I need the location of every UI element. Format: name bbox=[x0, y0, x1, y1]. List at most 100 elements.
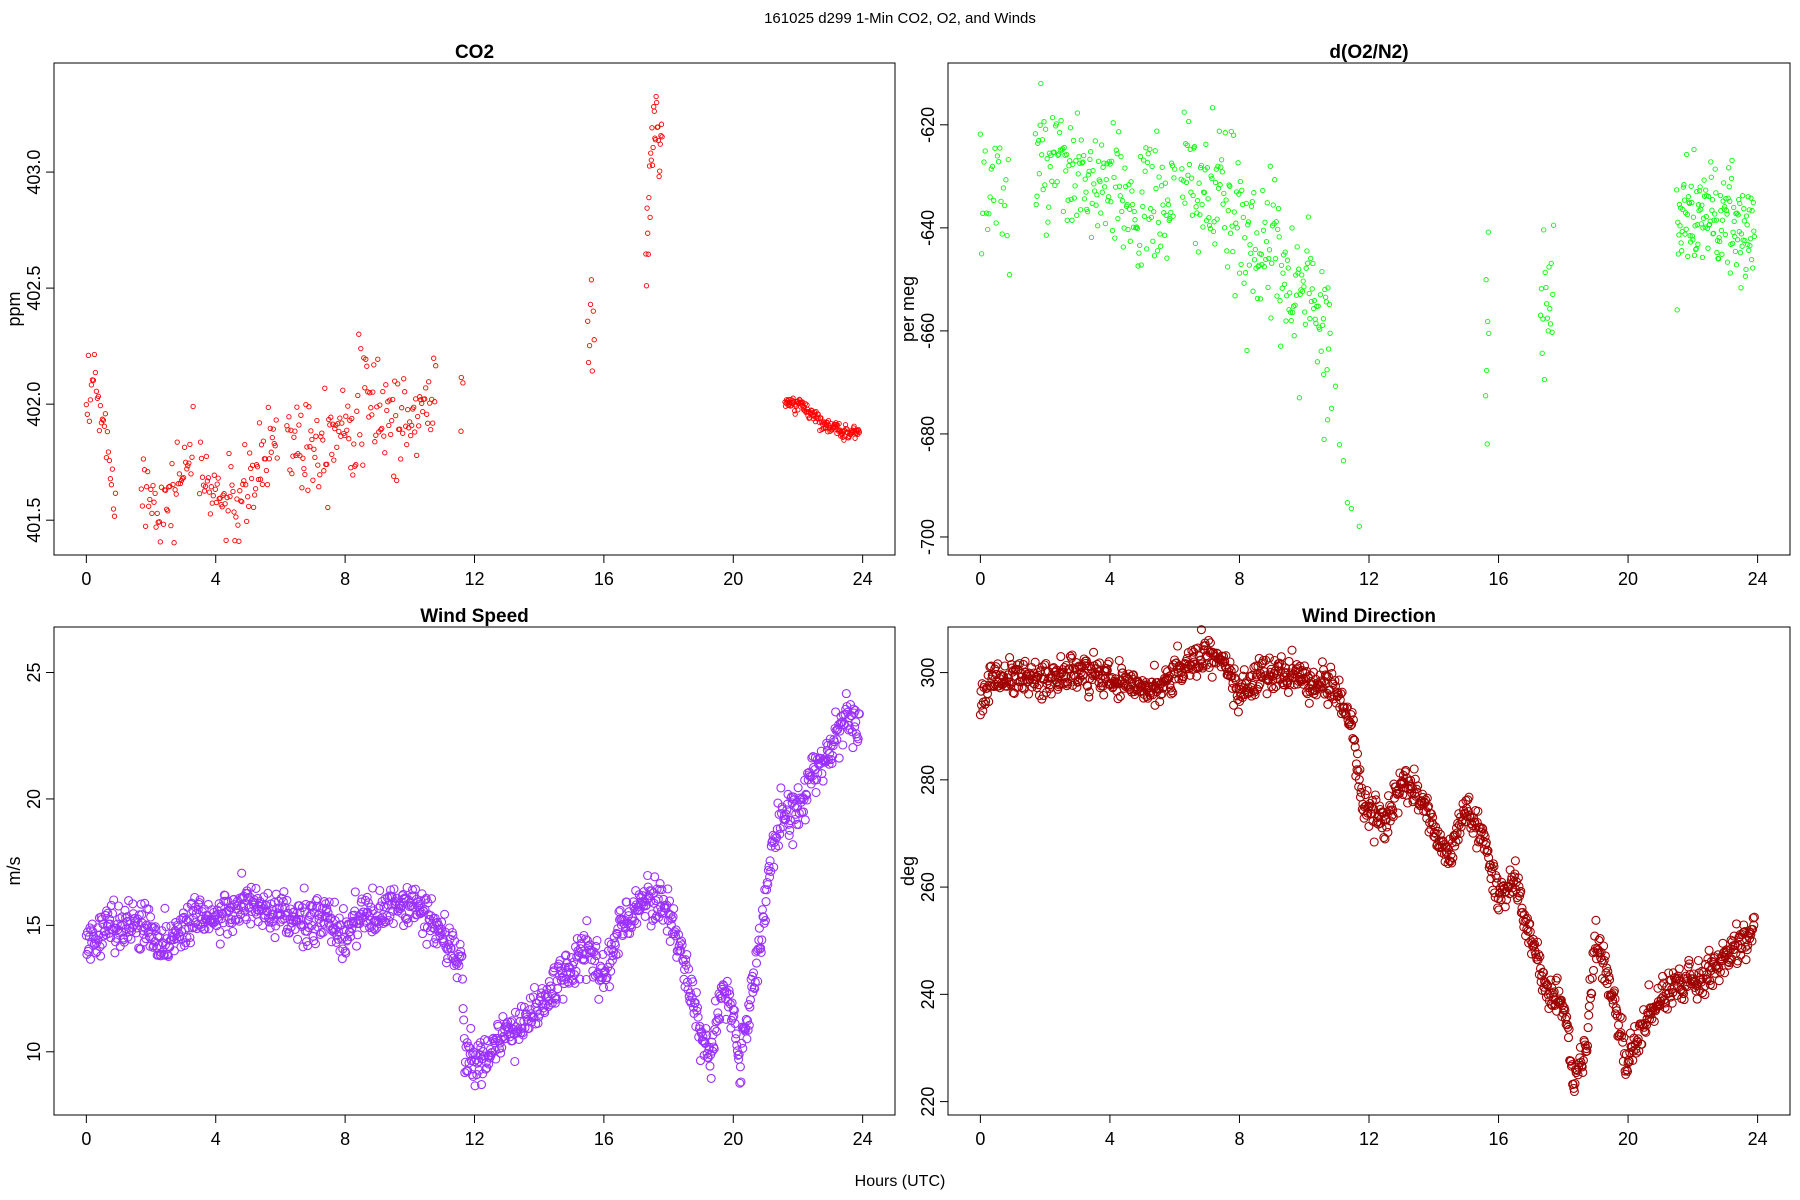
data-point bbox=[1070, 161, 1076, 167]
data-point bbox=[316, 484, 322, 490]
data-point bbox=[1167, 686, 1177, 696]
data-point bbox=[1147, 206, 1154, 212]
data-point bbox=[1453, 835, 1463, 845]
data-point bbox=[999, 671, 1009, 681]
data-point bbox=[1071, 195, 1077, 201]
data-point bbox=[1168, 160, 1175, 166]
data-point bbox=[657, 141, 663, 147]
data-point bbox=[1718, 227, 1725, 234]
data-point bbox=[1151, 253, 1158, 259]
data-point bbox=[1243, 683, 1253, 693]
data-point bbox=[643, 251, 649, 257]
data-point bbox=[645, 230, 651, 236]
data-point bbox=[1032, 682, 1042, 693]
data-point bbox=[1310, 260, 1316, 267]
data-point bbox=[1742, 945, 1752, 955]
data-point bbox=[420, 408, 426, 415]
data-point bbox=[301, 937, 312, 947]
data-point bbox=[980, 210, 986, 216]
data-point bbox=[1697, 184, 1703, 190]
chart-panel-4: 0 4 8 12 16 20 24 220 240 260 280 300 Wind Direction… bbox=[898, 606, 1791, 1149]
data-point bbox=[1236, 191, 1242, 197]
data-point bbox=[315, 462, 321, 468]
data-point bbox=[1020, 656, 1030, 666]
data-point bbox=[1306, 290, 1312, 297]
data-point bbox=[1125, 226, 1131, 233]
data-point bbox=[1723, 207, 1730, 214]
data-point bbox=[1325, 285, 1331, 291]
data-point bbox=[233, 514, 239, 520]
data-point bbox=[324, 461, 330, 467]
data-point bbox=[1644, 980, 1654, 990]
data-point bbox=[844, 426, 850, 432]
data-point bbox=[1708, 174, 1714, 180]
data-point bbox=[1196, 625, 1206, 635]
data-point bbox=[1603, 966, 1613, 977]
data-point bbox=[338, 904, 348, 914]
data-point bbox=[831, 707, 841, 717]
data-point bbox=[1304, 248, 1310, 254]
data-point bbox=[375, 885, 385, 896]
data-point bbox=[1107, 161, 1113, 167]
data-point bbox=[1610, 994, 1620, 1004]
data-point bbox=[503, 1017, 513, 1027]
data-point bbox=[1165, 197, 1171, 203]
data-point bbox=[350, 472, 356, 478]
data-point bbox=[1735, 212, 1741, 218]
data-point bbox=[315, 929, 325, 939]
data-point bbox=[591, 951, 601, 961]
data-point bbox=[1084, 687, 1094, 697]
data-point bbox=[301, 899, 311, 909]
data-point bbox=[1369, 804, 1379, 814]
data-point bbox=[1398, 789, 1408, 800]
data-point bbox=[1072, 682, 1082, 692]
data-point bbox=[733, 1050, 743, 1060]
data-point bbox=[177, 480, 184, 487]
data-point bbox=[1700, 990, 1710, 1000]
data-point bbox=[1563, 1022, 1573, 1032]
data-point bbox=[751, 958, 762, 968]
data-point bbox=[1254, 230, 1260, 236]
data-point bbox=[337, 934, 347, 944]
data-point bbox=[1749, 912, 1759, 922]
data-point bbox=[519, 1002, 529, 1012]
data-point bbox=[1346, 710, 1356, 720]
data-point bbox=[343, 413, 349, 419]
data-point bbox=[1730, 229, 1736, 235]
data-point bbox=[1717, 238, 1723, 245]
data-point bbox=[231, 509, 237, 515]
data-point bbox=[1312, 316, 1318, 322]
data-point bbox=[207, 511, 214, 517]
data-point bbox=[1005, 653, 1015, 663]
x-tick-label: 8 bbox=[1234, 569, 1244, 589]
data-point bbox=[138, 486, 144, 492]
data-point bbox=[1281, 281, 1288, 287]
data-point bbox=[1662, 1004, 1672, 1014]
data-point bbox=[1261, 264, 1267, 270]
data-point bbox=[1327, 330, 1333, 336]
data-point bbox=[1681, 197, 1688, 203]
data-point bbox=[294, 404, 300, 410]
data-point bbox=[176, 471, 183, 477]
x-axis: 0 4 8 12 16 20 24 bbox=[81, 1115, 873, 1149]
data-point bbox=[1701, 193, 1708, 199]
data-point bbox=[669, 904, 679, 914]
data-point bbox=[781, 809, 791, 819]
data-point bbox=[1360, 790, 1370, 800]
data-point bbox=[1294, 244, 1300, 250]
data-point bbox=[1092, 138, 1098, 144]
data-point bbox=[1728, 175, 1735, 182]
data-point bbox=[1118, 153, 1124, 160]
y-tick-label: 402.5 bbox=[24, 266, 44, 311]
data-point bbox=[458, 428, 464, 434]
data-point bbox=[981, 159, 987, 165]
data-point bbox=[215, 939, 225, 949]
data-point bbox=[1039, 152, 1045, 158]
data-point bbox=[1742, 273, 1749, 279]
data-point bbox=[1264, 200, 1270, 206]
data-point bbox=[1299, 661, 1310, 671]
x-tick-label: 4 bbox=[1105, 569, 1115, 589]
data-point bbox=[1113, 694, 1123, 704]
data-point bbox=[1156, 690, 1166, 700]
data-point bbox=[1212, 241, 1218, 247]
